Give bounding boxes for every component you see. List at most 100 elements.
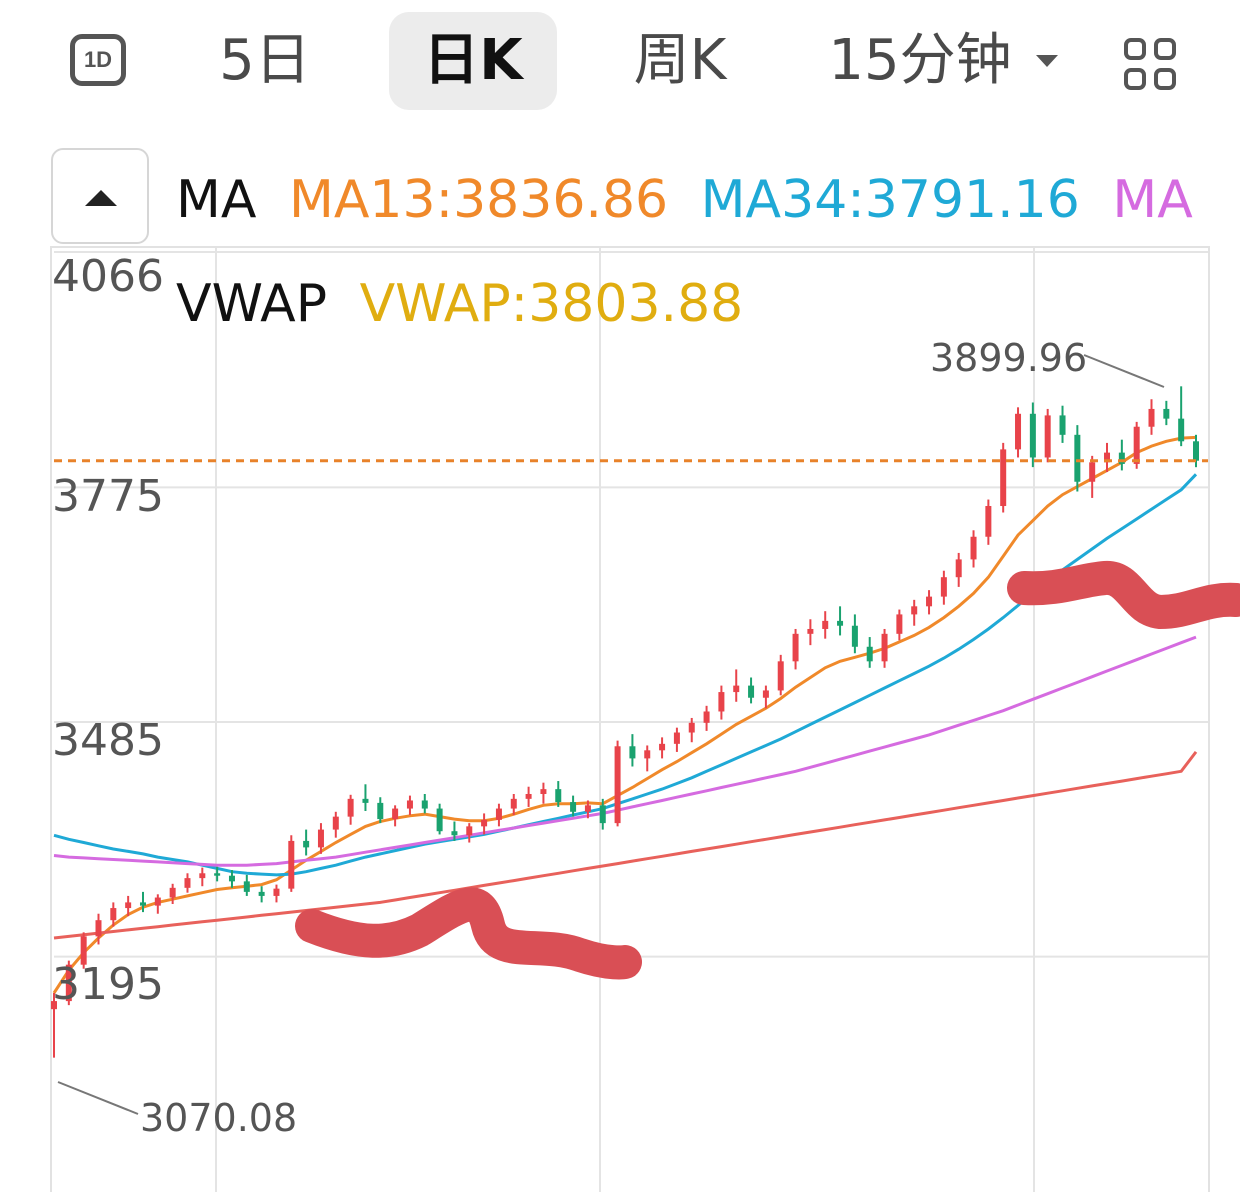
candle-body [807, 628, 814, 634]
candle-body [584, 805, 591, 812]
candle-body [837, 620, 844, 626]
candle-body [80, 936, 87, 965]
candle-body [955, 559, 962, 578]
ma13-value: MA13:3836.86 [288, 170, 669, 230]
grid-layout-icon[interactable] [1124, 38, 1180, 94]
tab-5day[interactable]: 5日 [219, 28, 311, 93]
redaction-scribble [1007, 561, 1240, 629]
collapse-indicators-button[interactable] [51, 148, 149, 244]
candle-body [822, 620, 829, 629]
candle-body [1074, 434, 1081, 482]
ma-legend-title: MA [176, 170, 257, 230]
candle-body [362, 798, 369, 803]
candle-body [940, 577, 947, 597]
chart-frame [50, 246, 1210, 1192]
candle-body [748, 685, 755, 698]
candle-body [406, 800, 413, 809]
candle-body [1044, 415, 1051, 458]
tab-daily-k[interactable]: 日K [389, 12, 557, 110]
candle-body [1059, 415, 1066, 435]
candle-body [718, 692, 725, 712]
candle-body [199, 873, 206, 879]
candle-body [1148, 408, 1155, 427]
candle-body [110, 908, 117, 921]
candle-body [599, 805, 606, 824]
tab-weekly-k[interactable]: 周K [633, 28, 727, 93]
1d-icon[interactable]: 1D [70, 34, 126, 86]
candle-body [733, 685, 740, 693]
candle-body [1133, 426, 1140, 464]
candle-body [762, 690, 769, 698]
candle-body [95, 920, 102, 937]
candle-body [243, 881, 250, 892]
candle-body [1029, 413, 1036, 458]
candle-body [555, 789, 562, 803]
ma-line-ma13 [52, 435, 1197, 994]
low-price-label: 3070.08 [140, 1096, 298, 1140]
candle-body [911, 606, 918, 615]
candle-body [629, 746, 636, 759]
candle-body [688, 722, 695, 733]
candle-body [466, 826, 473, 836]
low-leader-line [57, 1081, 139, 1115]
candle-body [673, 732, 680, 744]
vwap-value: VWAP:3803.88 [359, 274, 744, 334]
caret-up-icon [85, 190, 117, 206]
ma-line-ma34 [53, 473, 1198, 877]
vwap-legend[interactable]: VWAP VWAP:3803.88 [176, 272, 759, 336]
candle-body [1015, 413, 1022, 450]
tab-15min[interactable]: 15分钟 [828, 28, 1012, 93]
high-price-label: 3899.96 [930, 336, 1088, 380]
candle-body [273, 888, 280, 896]
candle-body [540, 789, 547, 794]
chevron-down-icon[interactable] [1036, 55, 1058, 67]
candle-body [1118, 452, 1125, 464]
candle-body [436, 808, 443, 832]
candle-body [125, 902, 132, 909]
candle-body [51, 1001, 57, 1010]
candle-body [421, 800, 428, 809]
candle-body [777, 661, 784, 691]
candle-body [510, 798, 517, 809]
ma-line-ma4 [53, 750, 1198, 940]
candle-body [644, 750, 651, 759]
candle-body [985, 506, 992, 537]
candle-body [1104, 452, 1111, 463]
ma-line-ma1 [53, 635, 1197, 867]
candle-body [184, 878, 191, 888]
y-tick-label: 3195 [52, 959, 164, 1010]
candle-body [481, 819, 488, 827]
y-tick-label: 4066 [52, 251, 164, 302]
candle-body [139, 902, 146, 906]
ma-legend[interactable]: MA MA13:3836.86 MA34:3791.16 MA1… [176, 168, 1196, 232]
redaction-scribble [295, 887, 642, 980]
candle-body [570, 802, 577, 812]
candle-body [495, 808, 502, 820]
ma34-value: MA34:3791.16 [700, 170, 1080, 230]
candle-body [792, 633, 799, 662]
candle-body [303, 840, 310, 848]
candle-body [228, 875, 235, 882]
candle-body [970, 536, 977, 560]
candle-body [332, 816, 339, 830]
candle-body [392, 808, 399, 820]
candle-body [451, 831, 458, 836]
candle-body [65, 964, 72, 1002]
vwap-legend-title: VWAP [176, 274, 328, 334]
candle-body [317, 829, 324, 848]
candle-body [525, 793, 532, 799]
candle-body [258, 891, 265, 896]
high-leader-line [1083, 354, 1165, 388]
candle-body [659, 743, 666, 751]
candle-body [881, 633, 888, 662]
candle-body [851, 625, 858, 647]
y-tick-label: 3775 [52, 471, 164, 522]
candle-body [614, 746, 621, 824]
ma-third-value: MA1… [1112, 170, 1196, 230]
candle-body [169, 887, 176, 898]
period-tab-bar: 1D 5日 日K 周K 15分钟 [0, 0, 1240, 130]
candle-body [1163, 408, 1170, 419]
candle-body [1089, 462, 1096, 482]
candle-body [866, 646, 873, 662]
